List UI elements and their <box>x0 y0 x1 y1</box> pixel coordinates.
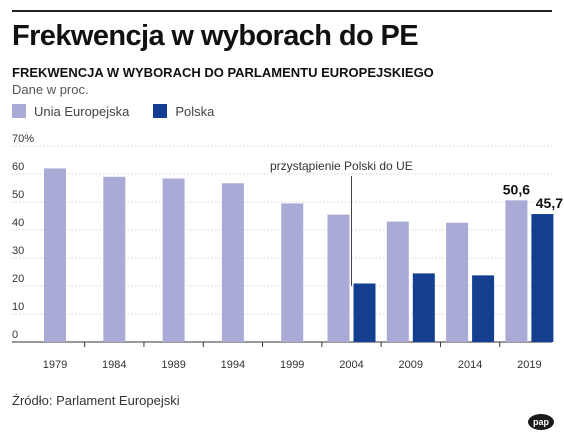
legend-swatch-eu <box>12 104 26 118</box>
legend-swatch-poland <box>153 104 168 118</box>
bar-poland-2019 <box>531 214 554 342</box>
bar-eu-1989 <box>162 178 185 342</box>
x-tick-label-2014: 2014 <box>458 359 482 371</box>
y-tick-label: 40 <box>12 217 24 229</box>
y-tick-label: 60 <box>12 161 24 173</box>
data-label-eu-2019: 50,6 <box>503 181 530 197</box>
x-tick-label-1999: 1999 <box>280 359 304 371</box>
x-tick-label-1994: 1994 <box>221 359 245 371</box>
legend-item-eu: Unia Europejska <box>12 104 129 119</box>
y-tick-label: 20 <box>12 273 24 285</box>
y-tick-label: 30 <box>12 245 24 257</box>
bar-eu-1994 <box>221 183 244 342</box>
bar-poland-2009 <box>412 273 435 342</box>
y-tick-label: 0 <box>12 329 18 341</box>
y-tick-label: 10 <box>12 301 24 313</box>
units-note: Dane w proc. <box>12 82 89 97</box>
pap-logo: pap <box>528 414 554 430</box>
bar-poland-2014 <box>472 275 495 342</box>
bar-eu-2009 <box>386 221 409 342</box>
x-tick-label-1989: 1989 <box>161 359 185 371</box>
bar-eu-1979 <box>44 168 66 342</box>
x-tick-label-2004: 2004 <box>339 359 363 371</box>
legend-item-poland: Polska <box>153 104 214 119</box>
x-tick-label-1979: 1979 <box>43 359 67 371</box>
bar-eu-2014 <box>446 222 469 342</box>
y-tick-label: 50 <box>12 189 24 201</box>
bar-eu-2004 <box>327 214 350 342</box>
data-label-poland-2019: 45,7 <box>536 195 563 211</box>
bar-poland-2004 <box>353 283 376 342</box>
chart-title: Frekwencja w wyborach do PE <box>12 20 419 52</box>
top-rule <box>12 10 552 12</box>
bar-eu-1999 <box>281 203 304 342</box>
x-tick-label-2019: 2019 <box>517 359 541 371</box>
annotation-label: przystąpienie Polski do UE <box>270 159 413 173</box>
x-tick-label-2009: 2009 <box>399 359 423 371</box>
legend-label-eu: Unia Europejska <box>34 103 130 119</box>
source-note: Źródło: Parlament Europejski <box>12 393 180 408</box>
bar-eu-1984 <box>103 176 126 342</box>
chart-subtitle: FREKWENCJA W WYBORACH DO PARLAMENTU EURO… <box>12 65 434 80</box>
legend-label-poland: Polska <box>175 103 215 119</box>
y-tick-label: 70% <box>12 133 34 145</box>
legend: Unia Europejska Polska <box>12 103 238 119</box>
bar-eu-2019 <box>505 200 528 342</box>
x-tick-label-1984: 1984 <box>102 359 126 371</box>
